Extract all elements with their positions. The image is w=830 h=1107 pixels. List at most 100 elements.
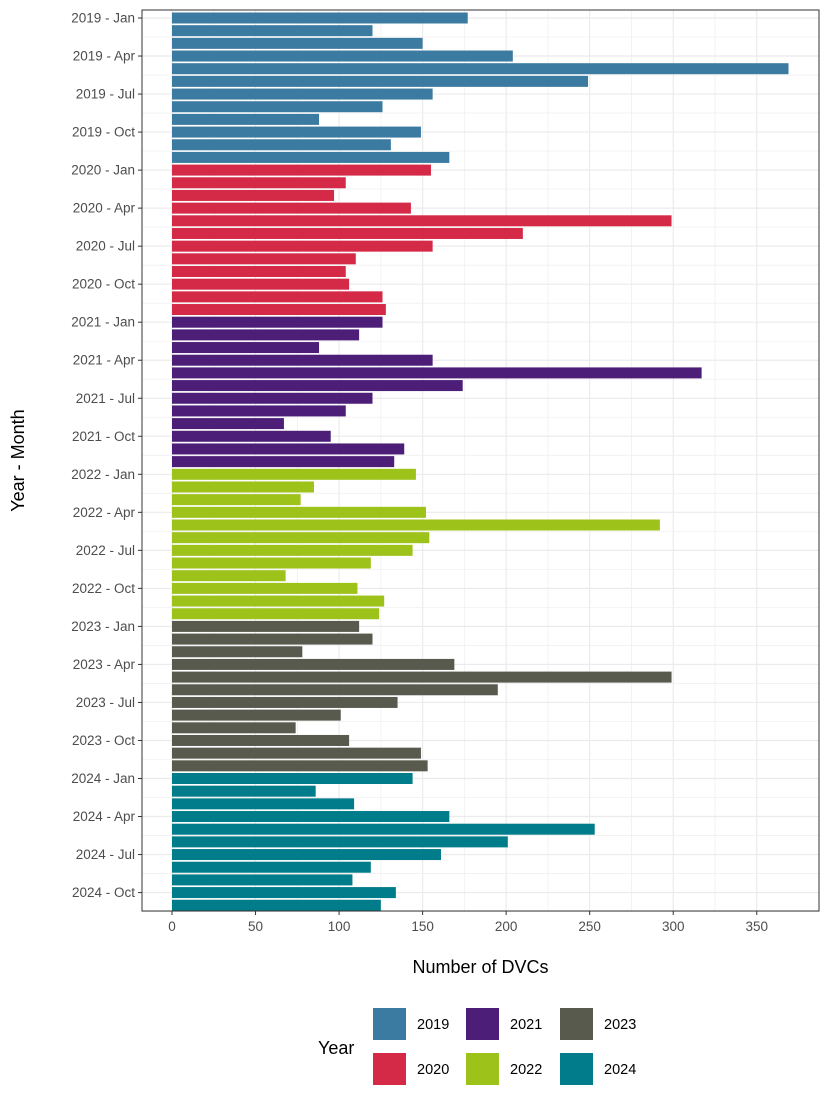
bar-2023-apr — [172, 658, 455, 670]
x-tick-label: 300 — [662, 919, 685, 934]
bar-2021-jun — [172, 380, 463, 392]
legend-label-2023: 2023 — [604, 1017, 636, 1033]
y-tick-label: 2020 - Apr — [73, 201, 136, 216]
bar-2021-nov — [172, 443, 405, 455]
legend-label-2020: 2020 — [417, 1062, 449, 1078]
legend-label-2021: 2021 — [510, 1017, 542, 1033]
bar-2020-oct — [172, 278, 350, 290]
bar-2023-sep — [172, 722, 296, 734]
bar-2023-jun — [172, 684, 498, 696]
legend-label-2022: 2022 — [510, 1062, 542, 1078]
bar-2023-nov — [172, 747, 421, 759]
y-tick-label: 2019 - Jan — [71, 11, 135, 26]
bar-2019-feb — [172, 25, 373, 37]
y-axis-ticks: 2019 - Jan 2019 - Apr 2019 - Jul 2019 - Oct… — [71, 11, 142, 900]
bar-2022-apr — [172, 506, 426, 518]
x-tick-label: 350 — [745, 919, 768, 934]
x-tick-label: 200 — [495, 919, 518, 934]
bar-2019-oct — [172, 126, 421, 138]
x-axis-ticks: 0 50 100 150 200 250 300 350 — [168, 911, 768, 934]
bar-2020-may — [172, 215, 672, 227]
bar-2023-feb — [172, 633, 373, 645]
bar-2022-feb — [172, 481, 315, 493]
bar-2021-aug — [172, 405, 346, 417]
y-tick-label: 2024 - Oct — [72, 885, 135, 900]
y-tick-label: 2019 - Jul — [76, 87, 135, 102]
y-tick-label: 2024 - Jan — [71, 771, 135, 786]
bar-2023-aug — [172, 709, 341, 721]
bar-2019-dec — [172, 151, 450, 163]
y-tick-label: 2020 - Oct — [72, 277, 135, 292]
bar-2021-jul — [172, 392, 373, 404]
bar-2023-dec — [172, 760, 428, 772]
y-tick-label: 2024 - Apr — [73, 809, 136, 824]
bar-2024-jan — [172, 773, 413, 784]
y-tick-label: 2020 - Jul — [76, 239, 135, 254]
y-tick-label: 2021 - Jan — [71, 315, 135, 330]
bar-2020-jan — [172, 164, 431, 176]
y-tick-label: 2022 - Oct — [72, 581, 135, 596]
bar-2019-apr — [172, 50, 513, 62]
legend-label-2024: 2024 — [604, 1062, 636, 1078]
bar-2022-oct — [172, 582, 358, 594]
bar-2021-may — [172, 367, 702, 379]
bars — [172, 12, 789, 911]
bar-2024-apr — [172, 811, 450, 823]
bar-2020-aug — [172, 253, 356, 265]
bar-2019-mar — [172, 37, 423, 49]
bar-2023-oct — [172, 734, 350, 746]
bar-2021-feb — [172, 329, 360, 341]
y-tick-label: 2023 - Oct — [72, 733, 135, 748]
bar-2024-oct — [172, 887, 396, 899]
bar-2022-jul — [172, 544, 413, 556]
bar-2022-mar — [172, 494, 301, 506]
bar-2024-aug — [172, 861, 371, 873]
x-axis-title: Number of DVCs — [412, 957, 548, 977]
bar-2022-aug — [172, 557, 371, 569]
bar-2024-mar — [172, 798, 355, 810]
y-tick-label: 2022 - Jul — [76, 543, 135, 558]
bar-2022-nov — [172, 595, 385, 607]
legend-title: Year — [318, 1038, 354, 1058]
bar-2019-jan — [172, 12, 468, 24]
x-tick-label: 250 — [578, 919, 601, 934]
legend-key-2020 — [373, 1053, 406, 1085]
y-tick-label: 2023 - Jan — [71, 619, 135, 634]
bar-2020-dec — [172, 304, 386, 316]
bar-2024-sep — [172, 874, 353, 886]
bar-2020-sep — [172, 266, 346, 277]
y-tick-label: 2021 - Oct — [72, 429, 135, 444]
bar-2024-jul — [172, 849, 441, 861]
bar-2020-jul — [172, 240, 433, 252]
y-tick-label: 2019 - Oct — [72, 125, 135, 140]
bar-2019-jun — [172, 75, 589, 87]
bar-2019-may — [172, 63, 789, 75]
y-tick-label: 2023 - Apr — [73, 657, 136, 672]
bar-2020-jun — [172, 227, 523, 239]
y-tick-label: 2019 - Apr — [73, 49, 136, 64]
bar-2021-dec — [172, 456, 395, 468]
bar-2019-nov — [172, 139, 391, 151]
y-axis-title: Year - Month — [8, 409, 28, 511]
bar-2024-may — [172, 823, 595, 835]
bar-2022-sep — [172, 570, 286, 582]
bar-2023-mar — [172, 646, 303, 658]
bar-2021-apr — [172, 354, 433, 366]
legend-key-2024 — [560, 1053, 593, 1085]
y-tick-label: 2022 - Apr — [73, 505, 136, 520]
bar-2021-oct — [172, 430, 331, 442]
y-tick-label: 2021 - Jul — [76, 391, 135, 406]
legend-key-2019 — [373, 1008, 406, 1040]
legend-label-2019: 2019 — [417, 1017, 449, 1033]
bar-2020-apr — [172, 202, 411, 214]
bar-2023-jul — [172, 696, 398, 708]
x-tick-label: 100 — [328, 919, 351, 934]
legend-key-2021 — [466, 1008, 499, 1040]
y-tick-label: 2021 - Apr — [73, 353, 136, 368]
y-tick-label: 2023 - Jul — [76, 695, 135, 710]
x-tick-label: 0 — [168, 919, 176, 934]
bar-2022-may — [172, 519, 660, 531]
bar-2019-aug — [172, 101, 383, 113]
legend-key-2023 — [560, 1008, 593, 1040]
